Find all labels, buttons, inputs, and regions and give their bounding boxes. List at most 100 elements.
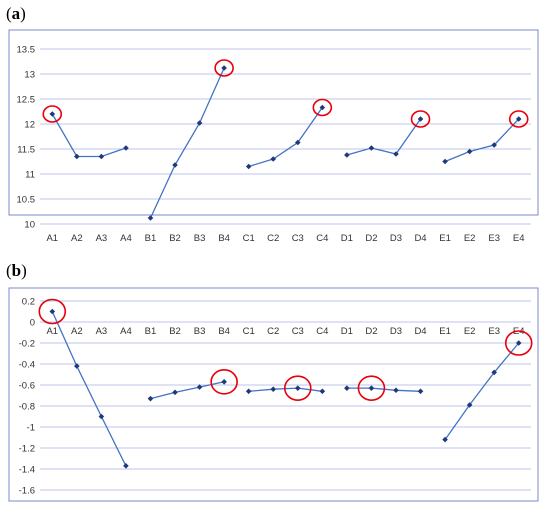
plot-frame [8, 29, 539, 216]
data-point [74, 363, 80, 369]
y-tick-label: 0 [30, 318, 35, 329]
data-point [123, 145, 129, 151]
data-point [147, 215, 154, 221]
y-tick-label: -0.8 [19, 402, 35, 413]
panel-label-a: (a) [6, 4, 26, 23]
x-tick-label: B3 [194, 326, 206, 337]
chart-panel-a: 10 10.5 11 11.5 12 12.5 13 13.5 A1 A2 A3 A4 B1 B2 B3 B4… [8, 29, 539, 244]
series-line-D [346, 118, 422, 156]
x-tick-label: A2 [71, 326, 83, 337]
highlight-circle [210, 369, 238, 395]
x-tick-label: A1 [46, 233, 58, 244]
y-tick-label: -1.6 [19, 486, 35, 497]
x-tick-label: E1 [439, 326, 451, 337]
highlight-circle [38, 298, 67, 325]
plot-frame [8, 287, 539, 502]
data-point [368, 385, 375, 391]
y-tick-label: 0.2 [22, 297, 35, 308]
data-point [344, 385, 350, 391]
data-point [49, 111, 56, 117]
data-point [515, 340, 522, 346]
y-tick-label: -0.6 [19, 381, 35, 392]
series-line-B [150, 381, 225, 400]
x-tick-label: B3 [194, 233, 206, 244]
x-tick-label: A4 [120, 326, 132, 337]
x-tick-label: D1 [341, 233, 353, 244]
x-tick-label: A3 [96, 326, 108, 337]
data-point [319, 388, 326, 395]
y-tick-label: 10.5 [17, 195, 36, 206]
highlight-circle [508, 110, 529, 128]
highlight-circle [357, 375, 386, 401]
y-tick-label: 12.5 [17, 95, 36, 106]
x-tick-label: E2 [464, 233, 476, 244]
data-point [172, 389, 178, 396]
x-tick-label: D2 [365, 233, 377, 244]
x-tick-label: A4 [120, 233, 132, 244]
x-tick-label: D2 [365, 326, 377, 337]
data-point [98, 413, 105, 420]
data-point [393, 151, 399, 157]
data-point [319, 104, 326, 111]
highlight-circle [283, 375, 312, 401]
highlight-circle [42, 105, 63, 123]
x-tick-label: D4 [414, 326, 426, 337]
x-tick-label: D3 [390, 233, 402, 244]
panel-letter-a: a [11, 4, 21, 23]
data-point [294, 385, 301, 391]
series-line-B [149, 67, 225, 219]
x-tick-label: C1 [243, 326, 255, 337]
y-tick-label: 10 [24, 220, 35, 231]
highlight-circle [504, 330, 533, 356]
y-tick-label: 11 [25, 170, 35, 181]
x-tick-label: B2 [169, 233, 181, 244]
y-tick-label: 11.5 [17, 145, 35, 156]
panel-letter-b: b [11, 261, 22, 280]
highlight-circle [214, 59, 234, 77]
x-tick-label: E1 [439, 233, 451, 244]
series-line-E [444, 118, 520, 163]
x-tick-label: D4 [414, 233, 426, 244]
y-tick-label: -1.2 [19, 444, 35, 455]
data-point [245, 163, 252, 170]
panel-label-b: (b) [6, 261, 27, 280]
x-tick-label: C4 [316, 233, 328, 244]
data-point [515, 116, 522, 122]
x-tick-label: C2 [267, 326, 279, 337]
x-tick-label: B4 [218, 233, 230, 244]
data-point [442, 436, 448, 443]
x-tick-label: C3 [292, 326, 304, 337]
data-point [491, 369, 497, 376]
x-tick-label: A1 [46, 326, 58, 337]
x-tick-label: D3 [390, 326, 402, 337]
data-point [196, 384, 203, 390]
x-tick-label: E2 [464, 326, 476, 337]
data-point [466, 402, 473, 408]
y-tick-label: 13.5 [17, 45, 36, 56]
data-point [196, 120, 203, 126]
data-point [221, 65, 227, 71]
series-line-E [444, 342, 520, 440]
data-point [491, 142, 497, 148]
x-tick-label: C3 [292, 233, 304, 244]
x-tick-label: A2 [71, 233, 83, 244]
y-tick-label: 13 [24, 70, 35, 81]
y-tick-label: -0.4 [19, 360, 35, 371]
x-tick-label: E3 [488, 326, 500, 337]
series-line-A [51, 311, 127, 467]
series-line-A [51, 113, 127, 158]
y-tick-label: -1 [27, 423, 35, 434]
x-tick-label: B1 [145, 326, 157, 337]
data-point [172, 162, 178, 168]
x-tick-label: E4 [513, 233, 525, 244]
data-point [98, 153, 105, 160]
data-point [123, 463, 129, 469]
data-point [245, 388, 252, 395]
data-point [49, 308, 56, 315]
data-point [417, 388, 424, 395]
x-tick-label: C4 [316, 326, 328, 337]
x-tick-label: D1 [341, 326, 353, 337]
chart-panel-b: 0.2 0 -0.2 -0.4 -0.6 -0.8 -1 -1.2 -1.4 -1.6 A1 A2 A3… [8, 287, 539, 502]
data-point [417, 116, 424, 122]
